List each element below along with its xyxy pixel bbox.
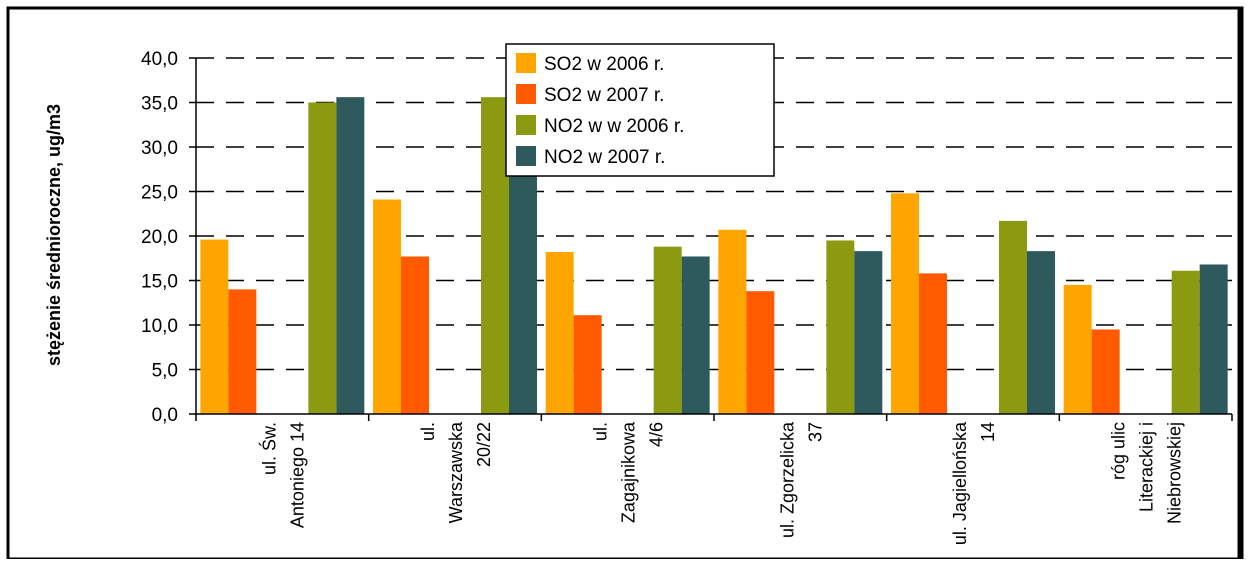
x-tick-labels: ul. Św. Antoniego 14 ul. Warszawska 20/22 ul.… [258,421,1184,545]
x-tick-label-line: ul. Jagiellońska [950,421,970,545]
bar-series-1-cat-4 [919,273,947,414]
x-tick-label-2: ul. Zagajnikowa 4/6 [591,421,667,523]
bar-series-0-cat-3 [718,229,747,414]
bar-series-1-cat-2 [573,315,602,414]
legend-swatch-0 [516,53,536,73]
bar-series-2-cat-2 [653,246,682,414]
axes [189,57,1233,421]
legend-swatch-3 [516,146,536,166]
bar-series-3-cat-5 [1199,264,1228,414]
legend-swatch-2 [516,115,536,135]
legend-label-3: NO2 w 2007 r. [544,147,665,168]
bar-series-2-cat-0 [308,102,337,414]
y-tick-label: 35,0 [141,94,178,115]
bar-series-0-cat-4 [891,193,919,414]
x-tick-label-line: Antoniego 14 [287,422,307,528]
bar-series-2-cat-3 [826,240,855,414]
bar-series-1-cat-3 [746,291,775,414]
bar-series-3-cat-3 [854,251,883,414]
x-tick-label-0: ul. Św. Antoniego 14 [258,422,307,528]
y-tick-label: 10,0 [141,316,178,337]
y-tick-label: 0,0 [152,405,178,426]
x-tick-label-line: Niebrowskiej [1165,422,1185,524]
bars [200,97,1228,414]
y-tick-label: 25,0 [141,183,178,204]
bar-series-3-cat-2 [681,256,710,414]
y-tick-label: 20,0 [141,227,178,248]
bar-series-3-cat-4 [1027,251,1055,414]
x-tick-label-line: ul. Zgorzelicka [777,421,797,538]
legend-label-1: SO2 w 2007 r. [544,85,664,106]
x-tick-label-line: 37 [805,422,825,442]
x-tick-label-line: ul. [418,422,438,441]
y-axis-label: stężenie średnioroczne, ug/m3 [44,104,64,366]
bar-series-1-cat-1 [401,256,429,414]
legend-label-0: SO2 w 2006 r. [544,54,664,75]
x-tick-label-1: ul. Warszawska 20/22 [418,421,494,523]
legend-swatch-1 [516,84,536,104]
bar-series-0-cat-2 [545,252,574,414]
bar-series-2-cat-1 [481,97,509,414]
x-tick-label-line: 14 [978,422,998,442]
x-tick-label-5: róg ulic Literackiej i Niebrowskiej [1109,422,1185,524]
bar-series-0-cat-1 [373,199,401,414]
x-tick-label-4: ul. Jagiellońska 14 [950,421,998,545]
y-tick-labels: 0,0 5,0 10,0 15,0 20,0 25,0 30,0 35,0 40,0 [141,49,178,426]
x-tick-label-line: róg ulic [1109,422,1129,480]
bar-series-1-cat-5 [1091,329,1120,414]
x-tick-label-line: 4/6 [647,422,667,447]
x-tick-label-3: ul. Zgorzelicka 37 [777,421,825,538]
y-tick-label: 15,0 [141,272,178,293]
x-tick-label-line: Warszawska [446,421,466,523]
x-tick-label-line: Zagajnikowa [619,421,639,523]
y-tick-label: 30,0 [141,138,178,159]
bar-series-3-cat-0 [336,97,365,414]
legend-box [505,43,775,177]
legend: SO2 w 2006 r. SO2 w 2007 r. NO2 w w 2006 r… [505,43,775,177]
bar-series-0-cat-5 [1063,284,1092,414]
y-tick-label: 5,0 [152,361,178,382]
x-tick-label-line: 20/22 [474,422,494,467]
bar-series-2-cat-4 [999,220,1027,414]
x-tick-label-line: Literackiej i [1137,422,1157,512]
bar-series-2-cat-5 [1171,270,1200,414]
bar-series-0-cat-0 [200,239,229,414]
y-tick-label: 40,0 [141,49,178,70]
x-tick-label-line: ul. [591,422,611,441]
bar-series-1-cat-0 [228,289,257,414]
legend-label-2: NO2 w w 2006 r. [544,116,684,137]
x-tick-label-line: ul. Św. [258,422,279,475]
